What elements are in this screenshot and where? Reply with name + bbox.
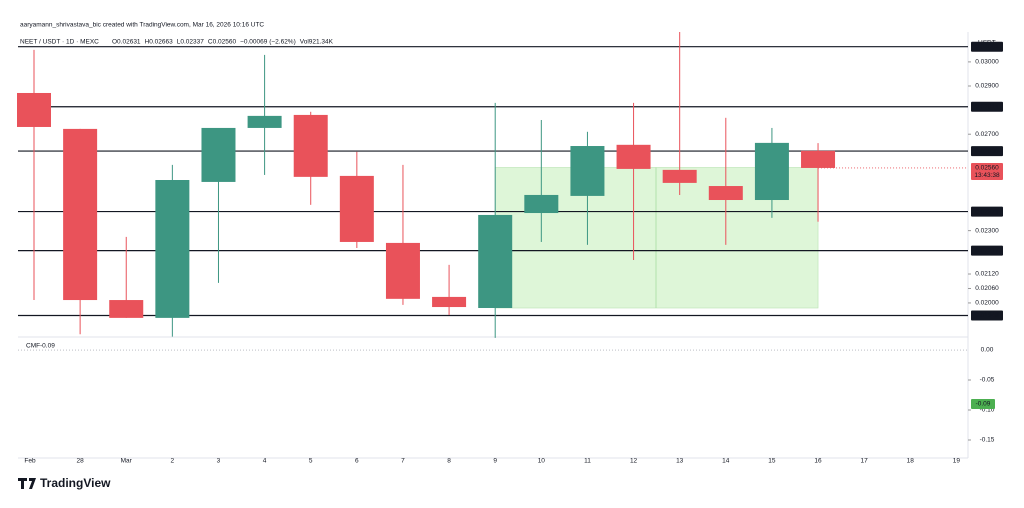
x-tick-label: 17 xyxy=(861,458,869,465)
candle-body xyxy=(17,92,51,127)
candle-body xyxy=(247,115,282,128)
x-tick-label: 5 xyxy=(309,458,313,465)
level-badge xyxy=(971,310,1003,321)
level-badge xyxy=(971,206,1003,217)
x-tick-label: 6 xyxy=(355,458,359,465)
legend-open: O0.02631 xyxy=(112,39,141,46)
x-tick-label: 18 xyxy=(907,458,915,465)
level-label: 0.02217 xyxy=(975,247,999,254)
candle-body xyxy=(109,300,144,318)
x-tick-label: 8 xyxy=(447,458,451,465)
candle-body xyxy=(478,214,513,309)
legend-volume: Vol921.34K xyxy=(300,39,334,46)
candle-body xyxy=(754,142,789,201)
legend-low: L0.02337 xyxy=(177,39,204,46)
candle-body xyxy=(662,169,697,183)
candle-body xyxy=(524,194,559,214)
cmf-tick-label: -0.15 xyxy=(980,437,995,444)
cmf-tick-label: -0.05 xyxy=(980,377,995,384)
candle-body xyxy=(339,175,374,242)
candle-body xyxy=(63,128,98,301)
candle-body xyxy=(708,186,743,201)
cmf-title: CMF xyxy=(26,343,40,350)
x-tick-label: 12 xyxy=(630,458,638,465)
x-tick-label: 14 xyxy=(722,458,730,465)
x-tick-label: 28 xyxy=(77,458,85,465)
level-label: 0.02379 xyxy=(975,208,999,215)
level-badge xyxy=(971,245,1003,256)
legend-close: C0.02560 xyxy=(208,39,237,46)
x-tick-label: 3 xyxy=(217,458,221,465)
candle-body xyxy=(155,180,190,318)
x-tick-label: 2 xyxy=(171,458,175,465)
x-tick-label: 11 xyxy=(584,458,591,465)
x-tick-label: 7 xyxy=(401,458,405,465)
x-tick-label: Feb xyxy=(24,458,36,465)
cmf-tick-label: -0.10 xyxy=(980,407,995,414)
price-tick-label: 0.03000 xyxy=(975,59,999,66)
x-tick-label: 16 xyxy=(814,458,822,465)
tradingview-logo: TradingView xyxy=(18,476,111,490)
last-price-badge xyxy=(971,162,1003,180)
level-badge xyxy=(971,146,1003,157)
price-tick-label: 0.02060 xyxy=(975,285,999,292)
x-tick-label: 19 xyxy=(953,458,961,465)
cmf-last-badge xyxy=(971,399,995,410)
x-tick-label: 9 xyxy=(493,458,497,465)
candle-body xyxy=(432,296,467,308)
level-badge xyxy=(971,41,1003,52)
cmf-legend-value: -0.09 xyxy=(40,343,55,350)
level-label: 0.02814 xyxy=(975,103,999,110)
x-tick-label: 4 xyxy=(263,458,267,465)
ohlc-legend: O0.02631 H0.02663 L0.02337 C0.02560 −0.00069… xyxy=(112,39,334,46)
legend-high: H0.02663 xyxy=(145,39,174,46)
candle-body xyxy=(616,144,651,169)
x-tick-label: 10 xyxy=(538,458,546,465)
level-label: 0.02630 xyxy=(975,148,999,155)
price-tick-label: 0.02300 xyxy=(975,227,999,234)
level-label: 0.01948 xyxy=(975,312,999,319)
price-tick-label: 0.02900 xyxy=(975,83,999,90)
price-tick-label: 0.02120 xyxy=(975,271,999,278)
symbol-title: NEET / USDT · 1D · MEXC xyxy=(20,39,99,46)
candle-body xyxy=(385,242,420,299)
legend-change: −0.00069 (−2.62%) xyxy=(240,39,296,46)
countdown: 13:43:38 xyxy=(974,172,1000,179)
x-tick-label: 15 xyxy=(768,458,776,465)
attribution: aaryamann_shrivastava_bic created with T… xyxy=(20,22,264,29)
candle-body xyxy=(570,146,605,196)
x-tick-label: Mar xyxy=(121,458,133,465)
price-tick-label: 0.02000 xyxy=(975,300,999,307)
cmf-last-label: -0.09 xyxy=(976,401,991,408)
last-price-label: 0.02560 xyxy=(975,165,999,172)
cmf-tick-label: 0.00 xyxy=(981,347,994,354)
candle-body xyxy=(293,114,328,177)
level-badge xyxy=(971,101,1003,112)
price-tick-label: 0.02700 xyxy=(975,131,999,138)
logo-mark xyxy=(18,478,36,489)
brand: TradingView xyxy=(40,476,111,490)
x-tick-label: 13 xyxy=(676,458,684,465)
level-label: 0.03063 xyxy=(975,43,999,50)
candle-body xyxy=(801,150,836,168)
candle-body xyxy=(201,127,236,182)
